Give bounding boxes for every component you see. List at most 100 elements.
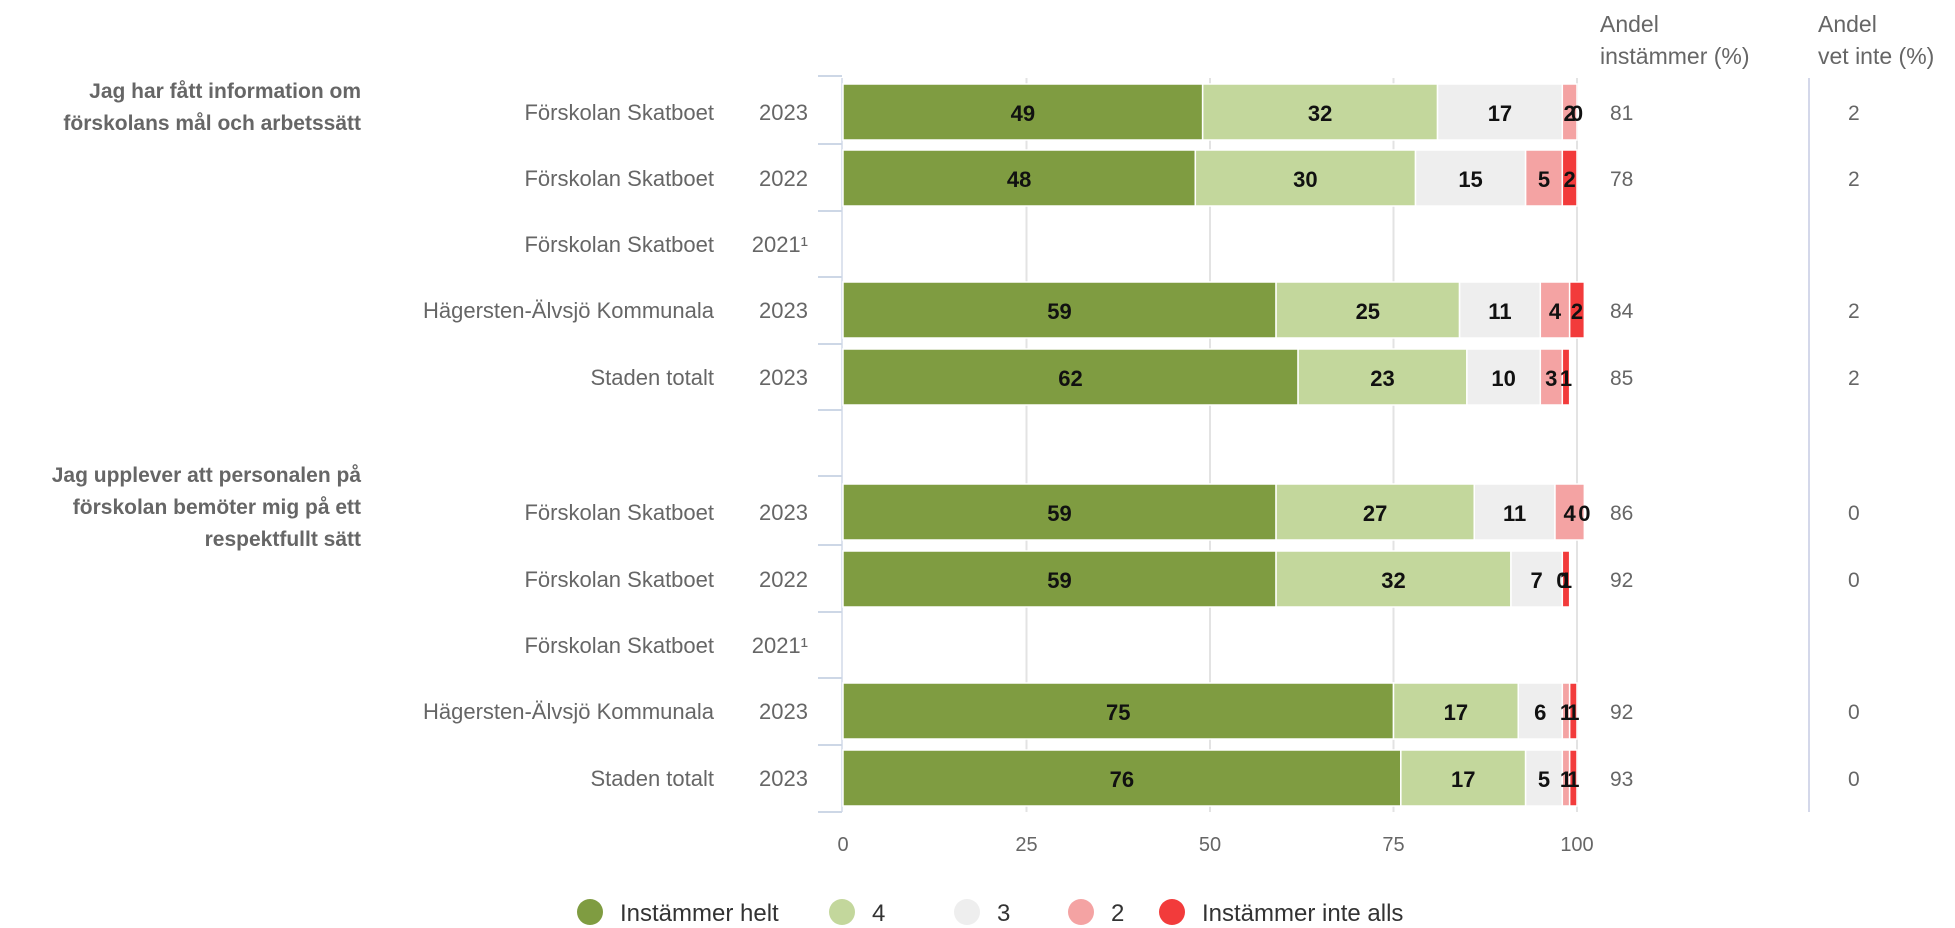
bar-value-label: 10 <box>1491 366 1515 391</box>
agree-value: 86 <box>1610 502 1633 525</box>
row-unit-label: Staden totalt <box>590 766 714 791</box>
dont-know-value: 2 <box>1848 102 1860 125</box>
bar-value-label: 1 <box>1567 767 1579 792</box>
bar-value-label: 59 <box>1047 568 1071 593</box>
dont-know-value: 2 <box>1848 367 1860 390</box>
bar-value-label: 0 <box>1578 501 1590 526</box>
bar-segment <box>1568 682 1578 740</box>
bar-segment <box>1568 281 1586 339</box>
question-title: förskolan bemöter mig på ett <box>73 496 361 519</box>
x-tick-label: 75 <box>1382 834 1404 856</box>
legend-label: 2 <box>1111 900 1124 927</box>
bar-segment <box>842 281 1277 339</box>
bar-value-label: 11 <box>1488 299 1511 324</box>
row-unit-label: Hägersten-Älvsjö Kommunala <box>423 699 715 724</box>
legend-swatch <box>1159 899 1185 925</box>
bar-segment <box>1517 682 1564 740</box>
row-year-label: 2023 <box>759 500 808 525</box>
bar-segment <box>842 749 1402 807</box>
bar-segment <box>1201 83 1439 141</box>
row-unit-label: Förskolan Skatboet <box>524 633 714 658</box>
legend-swatch <box>954 899 980 925</box>
x-tick-label: 100 <box>1560 834 1593 856</box>
bar-segment <box>1458 281 1542 339</box>
agree-column-header: instämmer (%) <box>1600 43 1750 69</box>
row-unit-label: Förskolan Skatboet <box>524 500 714 525</box>
row-year-label: 2022 <box>759 166 808 191</box>
row-year-label: 2023 <box>759 100 808 125</box>
bar-value-label: 30 <box>1293 167 1317 192</box>
bar-value-label: 2 <box>1571 299 1583 324</box>
bar-value-label: 4 <box>1564 501 1577 526</box>
dont-know-column-header: Andel <box>1818 11 1877 37</box>
bar-value-label: 75 <box>1106 700 1130 725</box>
bar-segment <box>842 550 1277 608</box>
x-tick-label: 25 <box>1015 834 1037 856</box>
row-year-label: 2023 <box>759 766 808 791</box>
bar-value-label: 17 <box>1488 101 1512 126</box>
bar-value-label: 27 <box>1363 501 1387 526</box>
bar-value-label: 1 <box>1567 700 1579 725</box>
bar-segment <box>1466 348 1542 406</box>
x-tick-label: 50 <box>1199 834 1221 856</box>
bar-segment <box>1510 550 1564 608</box>
legend-label: 3 <box>997 900 1010 927</box>
bar-value-label: 59 <box>1047 299 1071 324</box>
legend-swatch <box>829 899 855 925</box>
bar-segment <box>1297 348 1468 406</box>
dont-know-value: 0 <box>1848 768 1860 791</box>
agree-value: 84 <box>1610 300 1634 323</box>
bar-segment <box>842 682 1395 740</box>
bar-segment <box>1275 550 1512 608</box>
bar-segment <box>1275 281 1461 339</box>
bar-value-label: 2 <box>1564 101 1576 126</box>
bar-value-label: 2 <box>1564 167 1576 192</box>
row-unit-label: Förskolan Skatboet <box>524 567 714 592</box>
bar-value-label: 7 <box>1531 568 1543 593</box>
row-year-label: 2022 <box>759 567 808 592</box>
bar-value-label: 32 <box>1308 101 1332 126</box>
bar-value-label: 1 <box>1560 700 1572 725</box>
legend-label: Instämmer helt <box>620 900 779 927</box>
dont-know-value: 0 <box>1848 502 1860 525</box>
question-title: Jag upplever att personalen på <box>52 464 362 487</box>
agree-value: 92 <box>1610 701 1633 724</box>
agree-value: 93 <box>1610 768 1633 791</box>
legend-swatch <box>577 899 603 925</box>
bar-segment <box>1561 149 1578 207</box>
agree-value: 81 <box>1610 102 1633 125</box>
bar-value-label: 5 <box>1538 167 1550 192</box>
bar-segment <box>1539 281 1571 339</box>
bar-segment <box>1554 483 1586 541</box>
dont-know-column-header: vet inte (%) <box>1818 43 1934 69</box>
bar-value-label: 76 <box>1110 767 1134 792</box>
row-unit-label: Hägersten-Älvsjö Kommunala <box>423 298 715 323</box>
agree-value: 78 <box>1610 168 1633 191</box>
agree-column-header: Andel <box>1600 11 1659 37</box>
dont-know-value: 0 <box>1848 569 1860 592</box>
legend-label: Instämmer inte alls <box>1202 900 1403 927</box>
bar-value-label: 0 <box>1556 568 1568 593</box>
bar-segment <box>1414 149 1527 207</box>
legend-swatch <box>1068 899 1094 925</box>
row-year-label: 2023 <box>759 298 808 323</box>
bar-segment <box>842 348 1299 406</box>
bar-value-label: 11 <box>1503 501 1526 526</box>
row-unit-label: Förskolan Skatboet <box>524 232 714 257</box>
bar-value-label: 1 <box>1560 767 1572 792</box>
bar-segment <box>842 83 1204 141</box>
dont-know-value: 0 <box>1848 701 1860 724</box>
bar-segment <box>1561 348 1571 406</box>
bar-value-label: 0 <box>1571 101 1583 126</box>
bar-segment <box>1561 550 1571 608</box>
bar-value-label: 49 <box>1011 101 1035 126</box>
x-tick-label: 0 <box>837 834 848 856</box>
legend: Instämmer helt 4 3 2 Instämmer inte alls <box>577 899 1403 927</box>
bars-layer <box>842 83 1586 807</box>
bar-segment <box>1194 149 1417 207</box>
bar-segment <box>1275 483 1475 541</box>
dont-know-value: 2 <box>1848 300 1860 323</box>
row-unit-label: Förskolan Skatboet <box>524 100 714 125</box>
bar-segment <box>1392 682 1520 740</box>
